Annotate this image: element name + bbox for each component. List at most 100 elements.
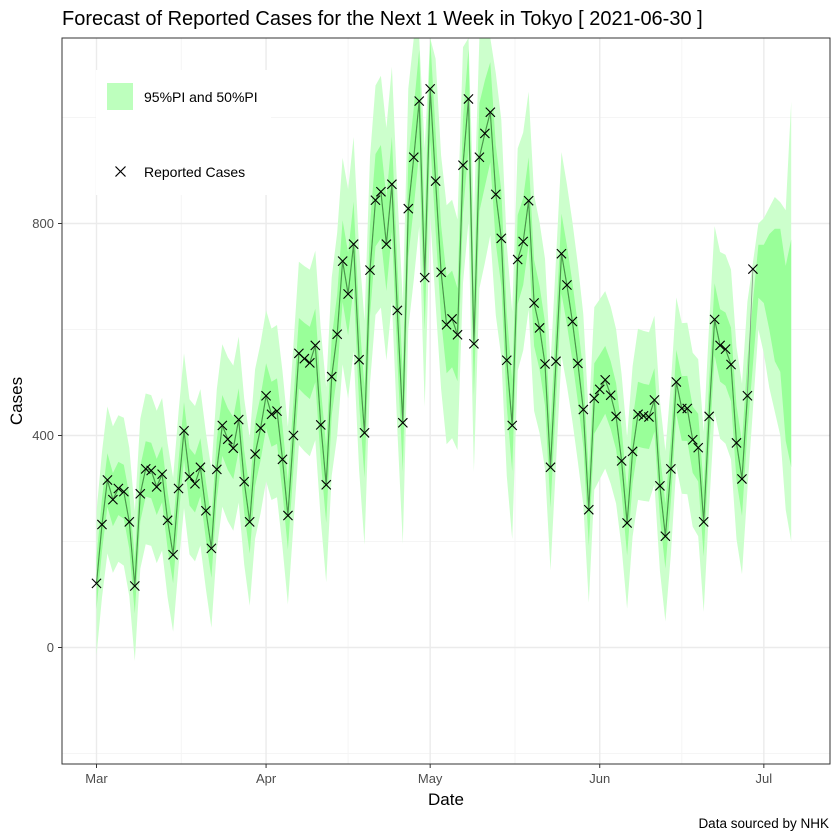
reported-case-point	[96, 519, 107, 530]
reported-case-point	[436, 267, 447, 278]
reported-case-point	[430, 176, 441, 187]
plot-panel-border	[61, 37, 831, 765]
reported-case-point	[611, 411, 622, 422]
reported-case-point	[715, 340, 726, 351]
reported-case-point	[326, 371, 337, 382]
reported-case-point	[375, 186, 386, 197]
reported-case-point	[118, 486, 129, 497]
reported-case-point	[534, 322, 545, 333]
reported-case-point	[512, 254, 523, 265]
reported-case-point	[523, 195, 534, 206]
reported-case-point	[643, 411, 654, 422]
reported-case-point	[408, 152, 419, 163]
reported-case-point	[622, 517, 633, 528]
reported-case-point	[616, 455, 627, 466]
reported-case-point	[266, 409, 277, 420]
reported-case-point	[660, 531, 671, 542]
reported-case-point	[419, 272, 430, 283]
reported-case-point	[589, 393, 600, 404]
reported-case-point	[200, 505, 211, 516]
reported-case-point	[693, 442, 704, 453]
reported-case-point	[135, 488, 146, 499]
reported-case-point	[654, 480, 665, 491]
y-tick-label: 800	[32, 216, 54, 231]
reported-case-point	[447, 313, 458, 324]
reported-case-point	[332, 329, 343, 340]
reported-case-point	[233, 414, 244, 425]
reported-case-point	[146, 465, 157, 476]
reported-case-point	[671, 376, 682, 387]
reported-case-point	[162, 515, 173, 526]
reported-case-point	[627, 446, 638, 457]
reported-case-point	[129, 581, 140, 592]
reported-case-point	[731, 437, 742, 448]
reported-case-point	[173, 483, 184, 494]
reported-case-point	[168, 549, 179, 560]
x-tick-label: Jun	[589, 771, 610, 786]
reported-case-point	[507, 420, 518, 431]
reported-case-point	[720, 344, 731, 355]
x-axis-title: Date	[428, 790, 464, 809]
legend-key-reported-cases	[115, 166, 126, 177]
reported-case-point	[354, 354, 365, 365]
reported-case-point	[102, 475, 113, 486]
reported-case-point	[550, 356, 561, 367]
reported-case-point	[222, 434, 233, 445]
reported-case-point	[124, 516, 135, 527]
reported-case-point	[184, 471, 195, 482]
y-tick-label: 0	[47, 640, 54, 655]
reported-case-point	[529, 298, 540, 308]
reported-case-point	[343, 289, 354, 299]
reported-case-point	[556, 248, 567, 259]
reported-case-point	[217, 420, 228, 431]
reported-case-point	[315, 419, 326, 430]
reported-case-point	[518, 236, 529, 247]
reported-case-point	[239, 476, 250, 487]
reported-case-point	[299, 353, 310, 364]
reported-case-point	[381, 239, 392, 250]
reported-case-point	[107, 494, 118, 505]
x-tick-label: Jul	[756, 771, 773, 786]
reported-case-point	[255, 423, 266, 434]
reported-case-point	[726, 359, 737, 370]
reported-case-point	[272, 406, 282, 417]
legend-key-pi-band	[107, 83, 133, 110]
reported-case-point	[742, 390, 753, 401]
reported-case-point	[348, 239, 359, 250]
reported-case-point	[567, 316, 578, 327]
reported-case-point	[261, 390, 272, 401]
pi95-band	[96, 38, 792, 661]
reported-case-point	[578, 404, 589, 415]
reported-case-point	[392, 305, 403, 316]
reported-case-point	[211, 464, 222, 475]
pi50-band-layer	[96, 38, 792, 614]
chart-title: Forecast of Reported Cases for the Next …	[62, 8, 703, 30]
reported-case-point	[468, 338, 479, 349]
pi50-band	[96, 38, 792, 614]
reported-case-point	[704, 411, 715, 422]
reported-case-point	[687, 434, 698, 445]
pi95-band-layer	[96, 38, 792, 661]
reported-case-point	[709, 314, 720, 325]
reported-case-point	[228, 443, 239, 454]
reported-case-point	[633, 409, 644, 420]
reported-case-point	[179, 425, 190, 436]
reported-case-point	[540, 358, 551, 369]
reported-case-point	[304, 357, 315, 368]
reported-case-point	[682, 403, 693, 414]
reported-case-point	[600, 374, 611, 385]
reported-case-point	[747, 264, 758, 275]
reported-case-point	[359, 427, 370, 438]
reported-case-point	[91, 578, 102, 589]
marker-layer	[91, 83, 758, 592]
x-tick-label: Mar	[85, 771, 108, 786]
reported-case-point	[365, 265, 375, 276]
legend: 95%PI and 50%PI Reported Cases	[96, 70, 271, 195]
reported-case-point	[206, 543, 217, 554]
data-source-caption: Data sourced by NHK	[698, 816, 829, 831]
reported-case-point	[244, 516, 255, 527]
reported-case-point	[501, 355, 512, 366]
y-axis-title: Cases	[7, 377, 26, 425]
reported-case-point	[140, 463, 151, 474]
